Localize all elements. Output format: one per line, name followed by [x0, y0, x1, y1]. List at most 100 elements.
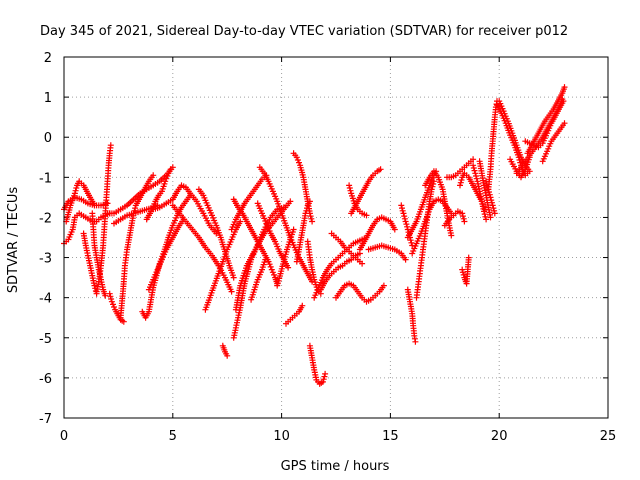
series-track-34	[333, 280, 387, 305]
y-tick-label: 1	[44, 91, 52, 106]
series-track-29	[293, 198, 313, 265]
x-tick-label: 0	[60, 429, 68, 444]
series-track-54	[496, 98, 533, 175]
series-track-11	[139, 192, 194, 321]
data-point	[304, 205, 310, 212]
data-point	[470, 162, 477, 169]
data-point	[306, 198, 313, 205]
data-point	[322, 370, 329, 377]
data-point	[459, 210, 466, 217]
data-point	[481, 208, 487, 215]
series-track-17	[202, 218, 244, 313]
data-point	[486, 189, 492, 195]
series-track-38	[356, 214, 398, 253]
data-point	[363, 212, 370, 219]
data-point	[400, 210, 407, 217]
data-point	[401, 215, 408, 222]
data-point	[321, 373, 328, 380]
data-point	[380, 282, 387, 289]
y-tick-label: -5	[39, 332, 52, 347]
data-point	[481, 211, 488, 218]
series-track-57	[524, 84, 568, 157]
series-track-35	[328, 230, 366, 267]
data-point	[471, 167, 478, 174]
series-track-43	[404, 168, 440, 241]
data-point	[404, 223, 411, 230]
data-point	[399, 205, 405, 212]
data-point	[319, 378, 326, 385]
data-point	[457, 179, 464, 186]
data-point	[459, 266, 466, 273]
data-point	[262, 256, 269, 263]
series-track-51	[476, 158, 494, 221]
y-tick-label: -4	[39, 292, 52, 307]
data-point	[487, 214, 494, 221]
data-point	[167, 166, 174, 173]
data-point	[483, 178, 490, 185]
series-track-30	[304, 238, 324, 297]
y-tick-label: 0	[44, 131, 52, 146]
series-track-41	[404, 286, 419, 345]
x-tick-label: 15	[382, 429, 399, 444]
data-point	[224, 352, 231, 359]
data-point	[267, 263, 274, 270]
data-point	[347, 187, 354, 194]
data-point	[458, 177, 465, 183]
series-track-49	[459, 254, 472, 287]
data-point	[266, 261, 273, 268]
data-point	[228, 288, 235, 295]
data-point	[303, 207, 310, 214]
data-point	[408, 239, 415, 246]
data-point	[91, 202, 98, 209]
data-point	[561, 84, 568, 91]
series-track-18	[219, 342, 231, 359]
data-point	[163, 175, 170, 182]
y-tick-label: -1	[39, 171, 52, 186]
series-track-58	[539, 120, 568, 165]
series-track-23	[248, 256, 269, 303]
data-point	[412, 338, 419, 345]
data-point	[308, 215, 315, 222]
series-track-50	[470, 162, 490, 223]
data-point	[465, 254, 472, 261]
data-point	[307, 213, 314, 220]
data-point	[401, 213, 408, 220]
data-point	[483, 216, 490, 223]
data-point	[237, 218, 244, 225]
series-track-33	[317, 250, 363, 293]
series-track-45	[422, 168, 455, 239]
data-point	[472, 170, 479, 177]
series-track-14	[150, 182, 220, 237]
data-point	[111, 304, 117, 310]
data-point	[470, 156, 477, 163]
data-point	[526, 154, 533, 161]
data-point	[398, 202, 405, 209]
data-point	[459, 213, 466, 220]
series-track-25	[254, 200, 292, 271]
data-point	[102, 292, 109, 299]
data-point	[290, 226, 297, 233]
series-track-16	[195, 186, 237, 281]
x-tick-label: 5	[169, 429, 177, 444]
series-track-32	[311, 234, 370, 301]
data-point	[526, 168, 533, 175]
data-point	[346, 185, 353, 191]
chart-title: Day 345 of 2021, Sidereal Day-to-day VTE…	[40, 24, 568, 39]
data-point	[72, 187, 79, 194]
series-track-52	[485, 98, 500, 193]
series-track-39	[365, 242, 409, 263]
data-point	[287, 198, 294, 205]
series-track-22	[230, 196, 281, 287]
data-point	[489, 202, 496, 209]
y-tick-label: -2	[39, 211, 52, 226]
data-point	[403, 221, 410, 228]
data-point	[71, 190, 78, 197]
x-axis-label: GPS time / hours	[281, 459, 390, 474]
series-track-27	[283, 302, 306, 327]
data-point	[490, 205, 497, 212]
data-point	[491, 210, 498, 217]
series-track-46	[444, 156, 477, 181]
data-point	[293, 154, 300, 161]
series-track-59	[507, 154, 533, 181]
